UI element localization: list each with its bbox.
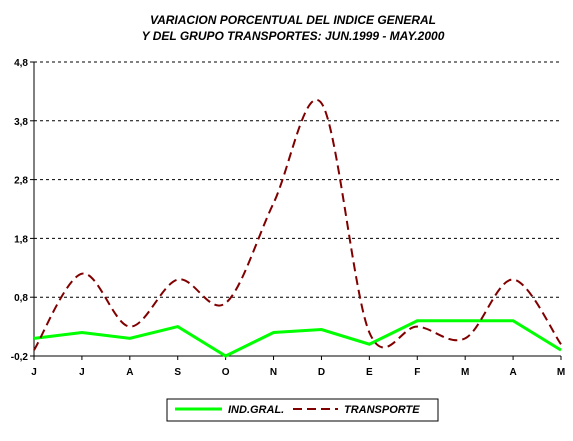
y-tick-label: -0,2 — [11, 352, 29, 363]
x-tick-label: A — [509, 367, 516, 378]
x-tick-label: M — [461, 367, 469, 378]
x-tick-label: E — [366, 367, 373, 378]
y-tick-label: 0,8 — [14, 293, 28, 304]
legend-label-transporte: TRANSPORTE — [344, 404, 420, 416]
legend-box — [166, 398, 439, 422]
chart-title-line-1: VARIACION PORCENTUAL DEL INDICE GENERAL — [150, 13, 436, 27]
series-line-transporte — [33, 99, 562, 351]
chart-title-line-2: Y DEL GRUPO TRANSPORTES: JUN.1999 - MAY.… — [142, 29, 445, 43]
x-tick-label: O — [222, 367, 230, 378]
x-tick-label: F — [414, 367, 420, 378]
y-tick-label: 1,8 — [14, 234, 28, 245]
series-layer — [33, 99, 562, 358]
x-tick-label: J — [31, 367, 37, 378]
x-tick-label: S — [174, 367, 181, 378]
x-tick-label: A — [126, 367, 133, 378]
x-tick-label: D — [318, 367, 325, 378]
y-tick-label: 4,8 — [14, 58, 28, 69]
legend: IND.GRAL. TRANSPORTE — [166, 398, 439, 422]
grid-lines — [34, 61, 561, 298]
y-tick-label: 2,8 — [14, 176, 28, 187]
y-axis-ticks: -0,2 0,8 1,8 2,8 3,8 4,8 — [11, 58, 34, 363]
y-tick-label: 3,8 — [14, 117, 28, 128]
legend-label-ind-gral: IND.GRAL. — [228, 404, 284, 416]
series-line-ind-gral — [33, 319, 562, 358]
x-tick-label: J — [79, 367, 85, 378]
x-tick-label: M — [557, 367, 565, 378]
x-tick-label: N — [270, 367, 277, 378]
